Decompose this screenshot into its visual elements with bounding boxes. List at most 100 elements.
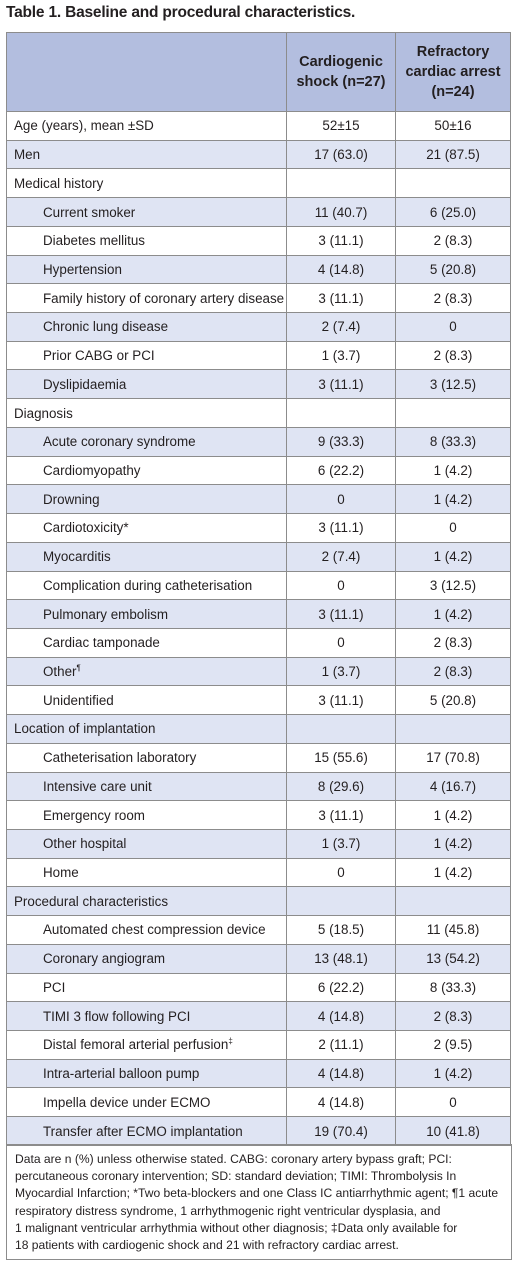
refractory-arrest-value: 1 (4.2) — [395, 484, 511, 515]
footnote-line: percutaneous coronary intervention; SD: … — [15, 1169, 457, 1184]
cardiogenic-shock-value: 2 (7.4) — [286, 312, 396, 342]
refractory-arrest-value: 2 (8.3) — [395, 225, 511, 256]
cardiogenic-shock-value — [286, 714, 396, 744]
cardiogenic-shock-value: 11 (40.7) — [286, 197, 396, 227]
cardiogenic-shock-value — [286, 886, 396, 917]
header-rca-line1: Refractory — [416, 44, 490, 60]
cardiogenic-shock-value: 3 (11.1) — [286, 513, 396, 543]
row-label: Unidentified — [6, 685, 287, 716]
table-row: Home 0 1 (4.2) — [6, 857, 511, 888]
refractory-arrest-value: 8 (33.3) — [395, 426, 511, 457]
footnote-line: 18 patients with cardiogenic shock and 2… — [15, 1238, 399, 1253]
cardiogenic-shock-value: 2 (11.1) — [286, 1030, 396, 1060]
row-label-text: Home — [43, 865, 79, 881]
row-label-text: Complication during catheterisation — [43, 577, 253, 593]
cardiogenic-shock-value: 3 (11.1) — [286, 800, 396, 830]
table-row: Cardiotoxicity* 3 (11.1) 0 — [6, 513, 511, 543]
cardiogenic-shock-value — [286, 398, 396, 428]
header-rca-line3: (n=24) — [431, 84, 475, 100]
cardiogenic-shock-value: 6 (22.2) — [286, 455, 396, 486]
cardiogenic-shock-value: 17 (63.0) — [286, 139, 396, 170]
row-label: Hypertension — [6, 254, 287, 285]
table-row: Intra-arterial balloon pump 4 (14.8) 1 (4.… — [6, 1058, 511, 1089]
refractory-arrest-value: 0 — [395, 1087, 511, 1118]
row-label-text: Transfer after ECMO implantation — [43, 1123, 243, 1139]
table-body: Age (years), mean ±SD 52±15 50±16 Men 17 (63… — [6, 111, 511, 1146]
table-row: Current smoker 11 (40.7) 6 (25.0) — [6, 197, 511, 227]
table-row: Complication during catheterisation 0 3 (1… — [6, 570, 511, 601]
refractory-arrest-value — [395, 168, 511, 199]
table-header-row: Cardiogenic shock (n=27) Refractory card… — [6, 32, 511, 112]
section-row: Location of implantation — [6, 714, 511, 744]
refractory-arrest-value: 1 (4.2) — [395, 1058, 511, 1089]
row-label-text: Catheterisation laboratory — [43, 750, 197, 766]
row-label-text: Diagnosis — [14, 405, 73, 421]
table-row: Distal femoral arterial perfusion‡ 2 (11.… — [6, 1030, 511, 1060]
refractory-arrest-value: 6 (25.0) — [395, 197, 511, 227]
refractory-arrest-value: 1 (4.2) — [395, 599, 511, 629]
row-label-text: Chronic lung disease — [43, 319, 169, 335]
footnote-marker: ‡ — [228, 1036, 233, 1046]
refractory-arrest-value: 1 (4.2) — [395, 800, 511, 830]
cardiogenic-shock-value: 15 (55.6) — [286, 742, 396, 773]
row-label: Automated chest compression device — [6, 915, 287, 945]
header-blank-cell — [6, 32, 287, 112]
row-label-text: Cardiomyopathy — [43, 462, 141, 478]
footnote-marker: ¶ — [76, 663, 81, 673]
row-label: Cardiac tamponade — [6, 627, 287, 658]
table-row: TIMI 3 flow following PCI 4 (14.8) 2 (8.3) — [6, 1001, 511, 1031]
row-label-text: Current smoker — [43, 204, 136, 220]
section-row: Diagnosis — [6, 398, 511, 428]
row-label: Family history of coronary artery diseas… — [6, 283, 287, 314]
row-label: Pulmonary embolism — [6, 599, 287, 629]
cardiogenic-shock-value: 1 (3.7) — [286, 340, 396, 371]
row-label-text: Myocarditis — [43, 549, 111, 565]
header-cs-line1: Cardiogenic — [299, 54, 383, 70]
refractory-arrest-value: 2 (8.3) — [395, 283, 511, 314]
row-label-text: Dyslipidaemia — [43, 376, 127, 392]
row-label-text: Men — [14, 147, 41, 163]
cardiogenic-shock-value: 3 (11.1) — [286, 369, 396, 400]
row-label-text: Other hospital — [43, 836, 127, 852]
footnote-line: Data are n (%) unless otherwise stated. … — [15, 1152, 452, 1166]
row-label: Myocarditis — [6, 541, 287, 572]
refractory-arrest-value: 4 (16.7) — [395, 771, 511, 802]
cardiogenic-shock-value: 4 (14.8) — [286, 1058, 396, 1089]
cardiogenic-shock-value: 6 (22.2) — [286, 972, 396, 1003]
table-row: Chronic lung disease 2 (7.4) 0 — [6, 312, 511, 342]
cardiogenic-shock-value: 3 (11.1) — [286, 599, 396, 629]
section-label: Diagnosis — [6, 398, 287, 428]
row-label: Drowning — [6, 484, 287, 515]
row-label: Intra-arterial balloon pump — [6, 1058, 287, 1089]
refractory-arrest-value: 0 — [395, 513, 511, 543]
cardiogenic-shock-value: 4 (14.8) — [286, 1087, 396, 1118]
table-row: Impella device under ECMO 4 (14.8) 0 — [6, 1087, 511, 1118]
refractory-arrest-value: 17 (70.8) — [395, 742, 511, 773]
row-label: Cardiotoxicity* — [6, 513, 287, 543]
refractory-arrest-value: 2 (8.3) — [395, 1001, 511, 1031]
cardiogenic-shock-value — [286, 168, 396, 199]
cardiogenic-shock-value: 3 (11.1) — [286, 283, 396, 314]
row-label: Intensive care unit — [6, 771, 287, 802]
row-label-text: Pulmonary embolism — [43, 606, 169, 622]
refractory-arrest-value: 10 (41.8) — [395, 1116, 511, 1146]
row-label: Current smoker — [6, 197, 287, 227]
row-label-text: Other — [43, 664, 77, 680]
row-label: Men — [6, 139, 287, 170]
cardiogenic-shock-value: 8 (29.6) — [286, 771, 396, 802]
row-label: Catheterisation laboratory — [6, 742, 287, 773]
table-row: Cardiomyopathy 6 (22.2) 1 (4.2) — [6, 455, 511, 486]
section-row: Medical history — [6, 168, 511, 199]
table-row: Dyslipidaemia 3 (11.1) 3 (12.5) — [6, 369, 511, 400]
section-label: Procedural characteristics — [6, 886, 287, 917]
row-label-text: Distal femoral arterial perfusion — [43, 1037, 229, 1053]
refractory-arrest-value: 0 — [395, 312, 511, 342]
row-label: Home — [6, 857, 287, 888]
row-label-text: PCI — [43, 979, 66, 995]
header-cardiogenic-shock: Cardiogenic shock (n=27) — [286, 32, 396, 112]
refractory-arrest-value: 2 (8.3) — [395, 656, 511, 687]
table-row: Prior CABG or PCI 1 (3.7) 2 (8.3) — [6, 340, 511, 371]
row-label: Emergency room — [6, 800, 287, 830]
refractory-arrest-value: 1 (4.2) — [395, 541, 511, 572]
refractory-arrest-value: 8 (33.3) — [395, 972, 511, 1003]
